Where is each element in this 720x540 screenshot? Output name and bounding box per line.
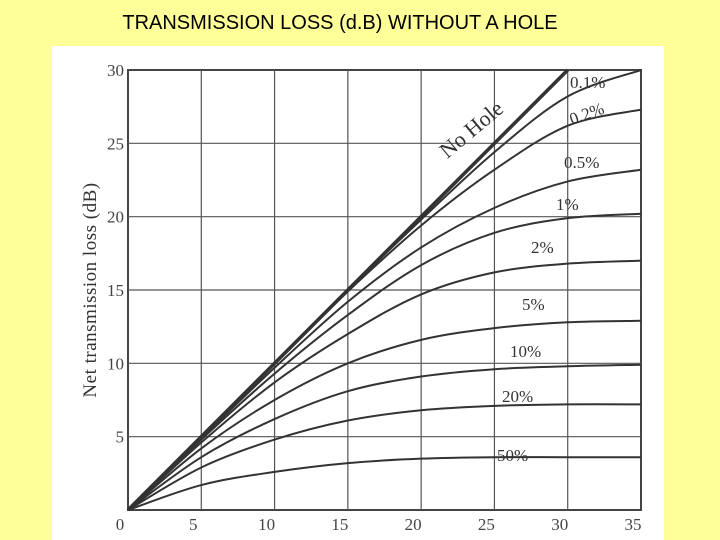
x-tick-label: 25 (478, 515, 495, 534)
x-tick-label: 35 (625, 515, 642, 534)
chart-ticks: 0 5 10 15 20 25 30 35 5 10 15 20 25 30 (107, 61, 642, 534)
series-line-10 (127, 363, 642, 511)
y-tick-label: 30 (107, 61, 124, 80)
series-line-02 (127, 108, 642, 511)
curve-label-50: 50% (497, 446, 528, 465)
y-tick-label: 10 (107, 354, 124, 373)
curve-label-20: 20% (502, 387, 533, 406)
curve-label-05: 0.5% (564, 153, 599, 172)
chart-grid (127, 69, 642, 511)
y-tick-label: 15 (107, 281, 124, 300)
curve-label-02: 0.2% (567, 99, 607, 129)
curve-label-1: 1% (556, 195, 579, 214)
y-tick-label: 20 (107, 208, 124, 227)
x-tick-label: 0 (116, 515, 125, 534)
curve-label-10: 10% (510, 342, 541, 361)
x-tick-label: 10 (258, 515, 275, 534)
series-line-5 (127, 319, 642, 511)
series-line-05 (127, 168, 642, 511)
curve-label-nohole: No Hole (434, 96, 508, 163)
series-line-50 (127, 456, 641, 511)
x-tick-label: 15 (331, 515, 348, 534)
y-axis-label: Net transmission loss (dB) (80, 182, 101, 397)
x-tick-label: 30 (551, 515, 568, 534)
x-tick-label: 5 (189, 515, 198, 534)
y-tick-label: 25 (107, 134, 124, 153)
series-line-20 (127, 403, 642, 511)
curve-label-5: 5% (522, 295, 545, 314)
x-tick-label: 20 (405, 515, 422, 534)
chart-curves (126, 68, 642, 512)
slide-title: TRANSMISSION LOSS (d.B) WITHOUT A HOLE (122, 12, 558, 34)
series-line-2 (127, 259, 642, 511)
y-tick-label: 5 (116, 428, 125, 447)
curve-label-01: 0.1% (570, 73, 605, 92)
series-line-1 (127, 212, 642, 511)
curve-label-2: 2% (531, 238, 554, 257)
